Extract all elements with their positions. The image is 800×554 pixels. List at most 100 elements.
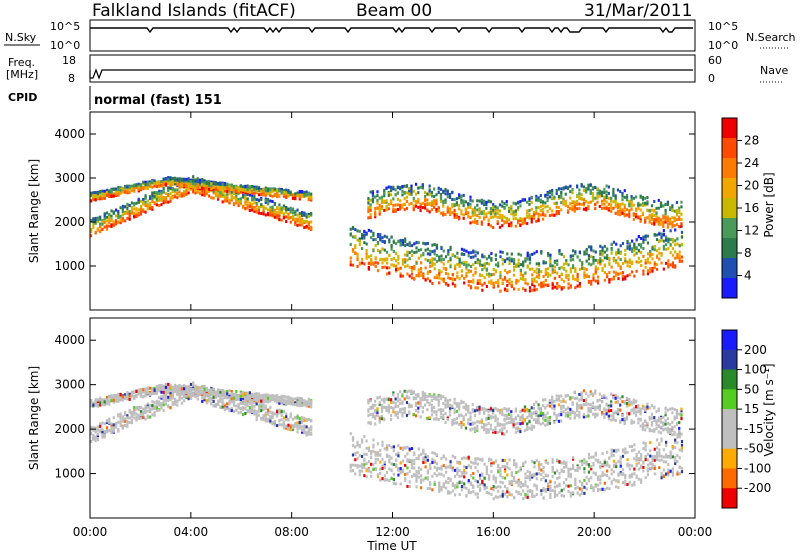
echo-cell [557, 205, 561, 209]
echo-cell [478, 282, 482, 286]
nsearch-top-tick: 10^5 [708, 20, 738, 33]
echo-cell [294, 416, 297, 420]
echo-cell [439, 195, 443, 199]
echo-cell [214, 194, 217, 198]
echo-cell [110, 195, 113, 199]
echo-cell [239, 200, 242, 204]
echo-cell [540, 281, 543, 285]
echo-cell [294, 209, 297, 213]
echo-cell [667, 247, 670, 251]
echo-cell [278, 423, 281, 427]
echo-cell [300, 219, 304, 223]
echo-cell [294, 423, 297, 427]
echo-cell [282, 192, 286, 196]
echo-cell [478, 278, 482, 282]
echo-cell [567, 278, 570, 282]
echo-cell [458, 260, 461, 264]
echo-cell [630, 200, 633, 204]
echo-cell [278, 203, 281, 207]
echo-cell [105, 426, 109, 430]
echo-cell [458, 264, 461, 268]
echo-cell [385, 448, 389, 452]
echo-cell [255, 413, 258, 417]
echo-cell [369, 205, 372, 209]
echo-cell [369, 208, 372, 212]
echo-cell [192, 392, 195, 396]
echo-cell [381, 457, 384, 461]
echo-cell [594, 279, 597, 283]
echo-cell [121, 415, 124, 419]
echo-cell [246, 395, 249, 399]
echo-cell [401, 204, 404, 208]
echo-cell [567, 282, 570, 286]
echo-cell [608, 271, 611, 275]
echo-cell [592, 276, 595, 280]
echo-cell [492, 208, 495, 212]
echo-cell [462, 204, 465, 208]
echo-cell [285, 425, 288, 429]
echo-cell [478, 262, 482, 266]
echo-cell [96, 192, 100, 196]
echo-cell [205, 394, 208, 398]
echo-cell [282, 189, 286, 193]
echo-cell [606, 254, 609, 258]
echo-cell [285, 215, 288, 219]
echo-cell [349, 256, 352, 260]
echo-cell [392, 445, 395, 449]
echo-cell [110, 209, 113, 213]
echo-cell [365, 254, 368, 258]
echo-cell [478, 199, 481, 203]
echo-cell [370, 236, 373, 240]
echo-cell [126, 421, 129, 425]
echo-cell [246, 397, 249, 401]
echo-cell [221, 393, 224, 397]
echo-cell [126, 205, 129, 209]
echo-cell [408, 251, 411, 255]
echo-cell [381, 261, 384, 265]
echo-cell [194, 182, 197, 186]
echo-cell [397, 468, 400, 472]
echo-cell [610, 203, 613, 207]
echo-cell [189, 382, 193, 386]
echo-cell [657, 220, 660, 224]
echo-cell [422, 253, 425, 257]
echo-cell [142, 415, 145, 419]
echo-cell [183, 395, 186, 399]
echo-cell [203, 396, 206, 400]
echo-cell [463, 252, 466, 256]
echo-cell [456, 251, 459, 255]
echo-cell [360, 247, 364, 251]
echo-cell [146, 405, 149, 409]
echo-cell [232, 403, 236, 407]
echo-cell [90, 234, 93, 238]
echo-cell [392, 449, 395, 453]
echo-cell [153, 388, 156, 392]
echo-cell [296, 398, 299, 402]
echo-cell [162, 408, 165, 412]
echo-cell [273, 399, 276, 403]
echo-cell [603, 202, 606, 206]
echo-cell [455, 203, 458, 207]
echo-cell [303, 226, 306, 230]
echo-cell [164, 389, 168, 393]
echo-cell [298, 211, 301, 215]
echo-cell [173, 397, 177, 401]
echo-cell [169, 384, 172, 388]
echo-cell [178, 177, 181, 181]
echo-cell [426, 247, 429, 251]
echo-cell [217, 193, 220, 197]
echo-cell [289, 412, 292, 416]
echo-cell [260, 416, 263, 420]
echo-cell [594, 267, 597, 271]
echo-cell [454, 254, 457, 258]
echo-cell [372, 231, 375, 235]
echo-cell [526, 211, 529, 215]
echo-cell [180, 181, 183, 185]
echo-cell [396, 186, 399, 190]
echo-cell [592, 278, 595, 282]
echo-cell [610, 277, 613, 281]
echo-cell [499, 274, 502, 278]
echo-cell [198, 386, 202, 390]
echo-cell [392, 240, 395, 244]
echo-cell [462, 201, 465, 205]
